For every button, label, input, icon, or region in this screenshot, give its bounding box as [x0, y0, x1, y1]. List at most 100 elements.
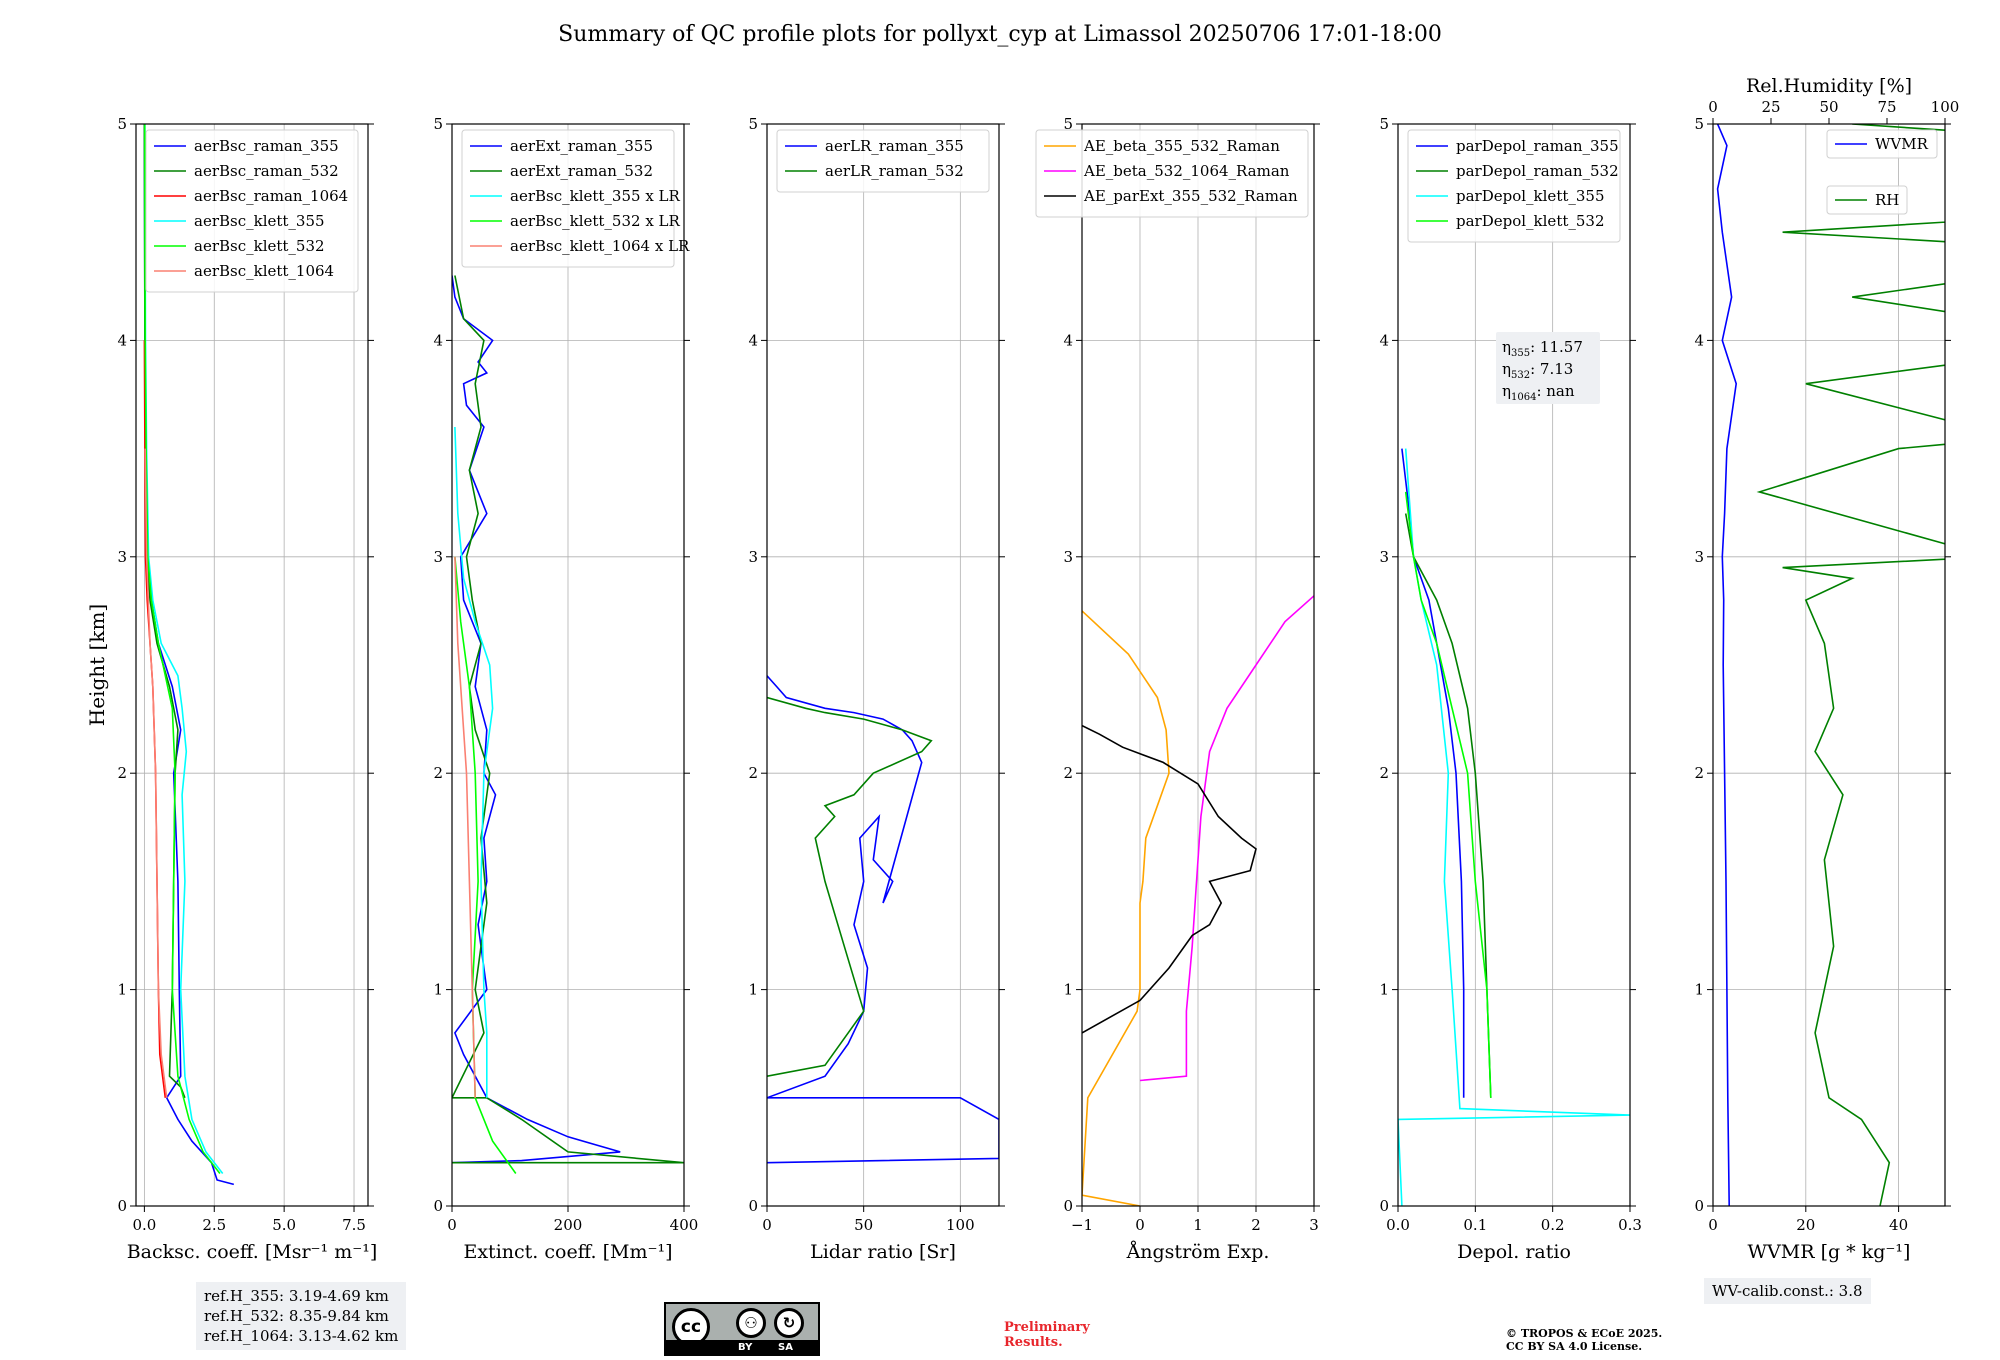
x-tick-label: −1 — [1071, 1216, 1093, 1234]
x-tick-label: 0.2 — [1541, 1216, 1565, 1234]
series-line-RH — [1756, 124, 1945, 1206]
preliminary-line-1: Preliminary — [1004, 1320, 1090, 1335]
legend: parDepol_raman_355 parDepol_raman_532 parD… — [1407, 129, 1621, 243]
y-tick-label: 3 — [1063, 548, 1073, 566]
x-axis-label: Depol. ratio — [1457, 1241, 1571, 1263]
cc-icon: cc — [672, 1308, 710, 1346]
y-tick-label: 4 — [748, 331, 758, 349]
series-line-AE_beta_532_1064_Raman — [1139, 595, 1314, 1082]
eta-value: : 7.13 — [1530, 360, 1573, 378]
y-tick-label: 1 — [433, 981, 443, 999]
legend-box — [1407, 129, 1621, 243]
legend-label: WVMR — [1875, 135, 1929, 153]
eta-subscript: 355 — [1511, 348, 1530, 359]
x-tick-label: 1 — [1193, 1216, 1203, 1234]
x-tick-label: 0 — [1135, 1216, 1145, 1234]
x-tick-label: 50 — [854, 1216, 873, 1234]
y-tick-label: 0 — [117, 1197, 127, 1215]
y-tick-label: 5 — [1063, 115, 1073, 133]
legend-box — [1826, 129, 1938, 159]
plot-frame — [766, 123, 1000, 1207]
y-tick-label: 2 — [117, 764, 127, 782]
series-line-aerLR_raman_532 — [767, 696, 933, 1077]
y-tick-label: 1 — [1694, 981, 1704, 999]
x-tick-label: 200 — [554, 1216, 583, 1234]
ref-height-1064: ref.H_1064: 3.13-4.62 km — [204, 1327, 399, 1345]
legend-label: aerBsc_klett_532 x LR — [510, 212, 681, 230]
x-tick-label: 0.0 — [1386, 1216, 1410, 1234]
x-axis-label: Extinct. coeff. [Mm⁻¹] — [463, 1241, 672, 1263]
eta-value: : nan — [1536, 382, 1574, 400]
legend-label: aerBsc_raman_355 — [194, 137, 339, 155]
legend-wvmr: WVMR — [1826, 129, 1938, 159]
x-tick-label: 2.5 — [202, 1216, 226, 1234]
x-tick-label: 20 — [1796, 1216, 1815, 1234]
x-tick-label: 0 — [447, 1216, 457, 1234]
eta-line: η1064: nan — [1502, 382, 1575, 403]
figure-title: Summary of QC profile plots for pollyxt_… — [558, 22, 1442, 47]
legend-label: parDepol_klett_532 — [1456, 212, 1605, 230]
x-axis-label: WVMR [g * kg⁻¹] — [1748, 1241, 1911, 1263]
legend-label: aerLR_raman_532 — [825, 162, 964, 180]
legend-label: aerBsc_klett_1064 x LR — [510, 237, 690, 255]
y-tick-label: 1 — [1063, 981, 1073, 999]
x-tick-label: 2 — [1251, 1216, 1261, 1234]
legend-label: aerBsc_raman_1064 — [194, 187, 348, 205]
series-line-WVMR — [1716, 124, 1738, 1206]
legend-label: AE_beta_532_1064_Raman — [1083, 162, 1290, 180]
series-line-parDepol_klett_532 — [1404, 491, 1492, 1098]
legend-rh: RH — [1826, 185, 1908, 215]
series-line-AE_parExt_355_532_Raman — [1082, 724, 1257, 1034]
series-line-parDepol_klett_355 — [1398, 448, 1630, 1206]
x-axis-label: Backsc. coeff. [Msr⁻¹ m⁻¹] — [127, 1241, 378, 1263]
preliminary-note: Preliminary Results. — [1004, 1320, 1090, 1350]
legend-label: aerBsc_klett_532 — [194, 237, 325, 255]
x2-axis-label: Rel.Humidity [%] — [1746, 75, 1912, 97]
eta-symbol: η — [1502, 338, 1511, 356]
y-tick-label: 5 — [1694, 115, 1704, 133]
cc-by-label: BY — [738, 1342, 753, 1353]
y-tick-label: 4 — [1694, 331, 1704, 349]
y-tick-label: 3 — [117, 548, 127, 566]
x-tick-label: 5.0 — [272, 1216, 296, 1234]
legend-label: aerBsc_klett_355 — [194, 212, 325, 230]
plot-frame — [1397, 123, 1631, 1207]
x-tick-label: 0.3 — [1618, 1216, 1642, 1234]
series-line-aerBsc_klett_1064 x LR — [454, 556, 476, 1098]
legend: AE_beta_355_532_Raman AE_beta_532_1064_Ra… — [1035, 129, 1309, 218]
legend-label: RH — [1875, 191, 1899, 209]
y-tick-label: 4 — [1379, 331, 1389, 349]
x2-tick-label: 0 — [1708, 98, 1718, 116]
y-tick-label: 5 — [748, 115, 758, 133]
series-line-aerBsc_klett_532 — [143, 124, 221, 1174]
y-tick-label: 2 — [748, 764, 758, 782]
y-tick-label: 3 — [1379, 548, 1389, 566]
y-tick-label: 1 — [748, 981, 758, 999]
legend-label: AE_parExt_355_532_Raman — [1083, 187, 1298, 205]
series-line-aerExt_raman_532 — [452, 275, 684, 1164]
x-tick-label: 400 — [670, 1216, 699, 1234]
reference-height-box: ref.H_355: 3.19-4.69 km ref.H_532: 8.35-… — [196, 1282, 407, 1350]
x2-tick-label: 25 — [1761, 98, 1780, 116]
legend-label: parDepol_klett_355 — [1456, 187, 1605, 205]
y-tick-label: 0 — [1063, 1197, 1073, 1215]
cc-license-logo: cc ⚇ ↻ BY SA — [664, 1302, 820, 1356]
x-tick-label: 100 — [946, 1216, 975, 1234]
series-line-AE_beta_355_532_Raman — [1082, 610, 1170, 1206]
eta-line: η355: 11.57 — [1502, 338, 1583, 359]
series-line-aerLR_raman_355 — [767, 675, 999, 1164]
y-tick-label: 3 — [433, 548, 443, 566]
ref-height-355: ref.H_355: 3.19-4.69 km — [204, 1287, 389, 1305]
x2-tick-label: 50 — [1819, 98, 1838, 116]
legend-label: AE_beta_355_532_Raman — [1083, 137, 1280, 155]
legend-label: parDepol_raman_532 — [1456, 162, 1619, 180]
y-tick-label: 2 — [433, 764, 443, 782]
legend-box — [145, 129, 359, 293]
eta-line: η532: 7.13 — [1502, 360, 1573, 381]
copyright-note: © TROPOS & ECoE 2025. CC BY SA 4.0 Licen… — [1506, 1327, 1662, 1353]
legend: aerExt_raman_355 aerExt_raman_532 aerBsc_k… — [461, 129, 690, 268]
legend-label: aerLR_raman_355 — [825, 137, 964, 155]
